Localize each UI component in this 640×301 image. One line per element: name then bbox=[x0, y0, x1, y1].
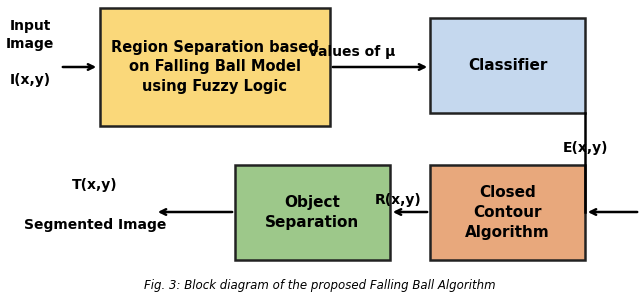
Text: Region Separation based
on Falling Ball Model
using Fuzzy Logic: Region Separation based on Falling Ball … bbox=[111, 40, 319, 94]
Text: T(x,y): T(x,y) bbox=[72, 178, 118, 192]
Text: Fig. 3: Block diagram of the proposed Falling Ball Algorithm: Fig. 3: Block diagram of the proposed Fa… bbox=[144, 278, 496, 291]
Text: Object
Separation: Object Separation bbox=[266, 195, 360, 230]
Text: Input
Image: Input Image bbox=[6, 19, 54, 51]
Text: Classifier: Classifier bbox=[468, 58, 547, 73]
Text: Segmented Image: Segmented Image bbox=[24, 218, 166, 232]
Text: E(x,y): E(x,y) bbox=[563, 141, 608, 155]
Bar bbox=[235, 165, 390, 260]
Text: I(x,y): I(x,y) bbox=[10, 73, 51, 87]
Text: R(x,y): R(x,y) bbox=[374, 193, 421, 207]
Text: Closed
Contour
Algorithm: Closed Contour Algorithm bbox=[465, 185, 550, 240]
Bar bbox=[430, 165, 585, 260]
Bar bbox=[430, 18, 585, 113]
Bar bbox=[100, 8, 330, 126]
Text: Values of μ: Values of μ bbox=[308, 45, 396, 59]
